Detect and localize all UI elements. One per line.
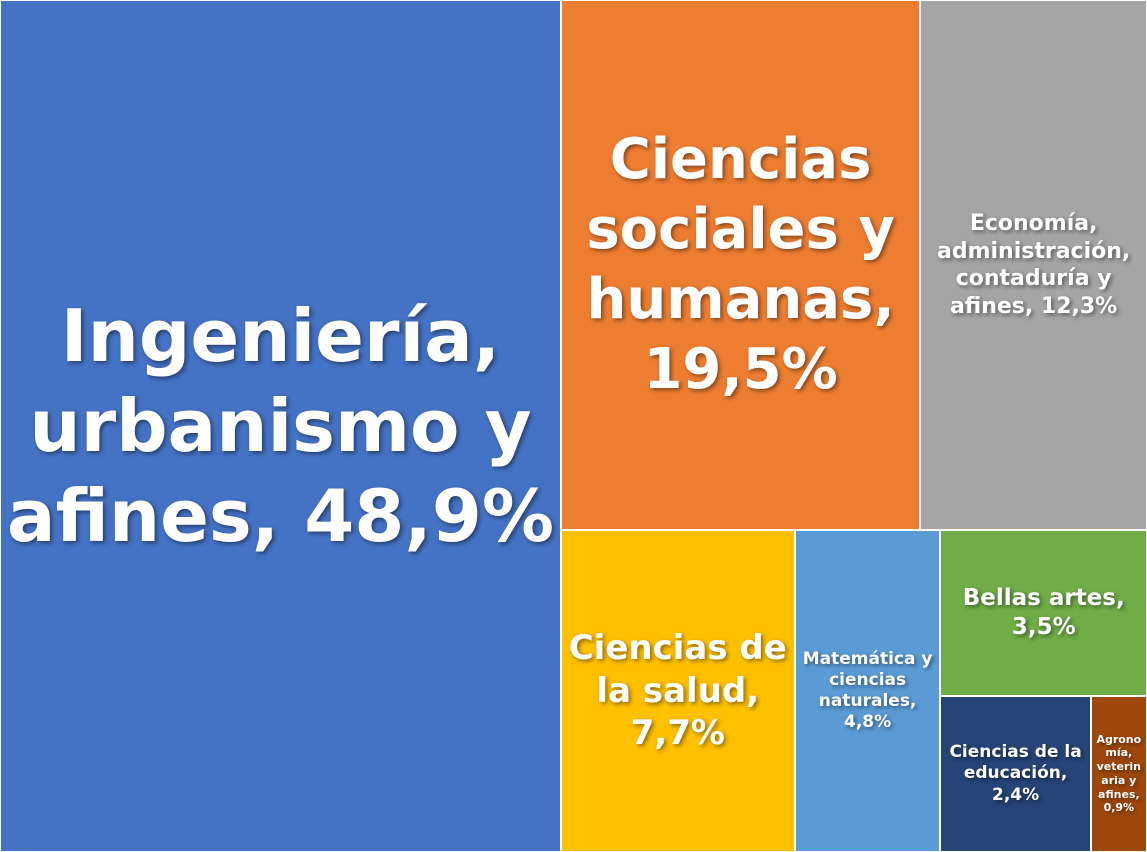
tile-label: Ciencias de la salud, 7,7% — [568, 628, 787, 754]
tile: Matemática y ciencias naturales, 4,8% — [794, 530, 941, 852]
tile: Agronomía, veterinaria y afines, 0,9% — [1090, 695, 1147, 852]
tile: Ciencias de la educación, 2,4% — [940, 695, 1091, 852]
tile: Ciencias sociales y humanas, 19,5% — [560, 0, 921, 531]
tile-label: Ciencias de la educación, 2,4% — [949, 742, 1082, 805]
tile: Ingeniería, urbanismo y afines, 48,9% — [0, 0, 561, 852]
tile: Economía, administración, contaduría y a… — [920, 0, 1147, 531]
tile-label: Bellas artes, 3,5% — [962, 585, 1125, 641]
tile: Bellas artes, 3,5% — [940, 530, 1147, 696]
tile: Ciencias de la salud, 7,7% — [560, 530, 795, 852]
tile-label: Ciencias sociales y humanas, 19,5% — [586, 127, 895, 403]
tile-label: Economía, administración, contaduría y a… — [936, 211, 1131, 319]
tile-label: Ingeniería, urbanismo y afines, 48,9% — [6, 294, 554, 558]
tile-label: Matemática y ciencias naturales, 4,8% — [802, 648, 933, 733]
tile-label: Agronomía, veterinaria y afines, 0,9% — [1096, 732, 1142, 815]
